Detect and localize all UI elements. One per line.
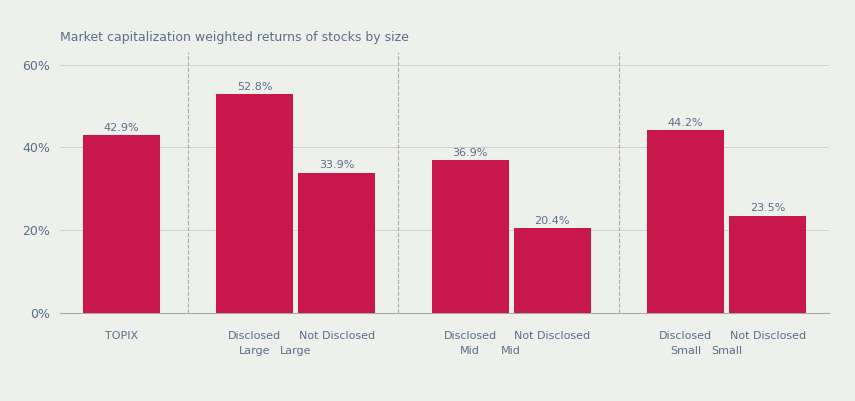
Bar: [216, 94, 293, 313]
Text: Not Disclosed: Not Disclosed: [514, 331, 591, 341]
Text: 52.8%: 52.8%: [237, 82, 273, 92]
Text: Not Disclosed: Not Disclosed: [729, 331, 806, 341]
Text: Large: Large: [239, 346, 270, 356]
Text: 23.5%: 23.5%: [750, 203, 786, 213]
Text: Mid: Mid: [501, 346, 522, 356]
Text: Large: Large: [280, 346, 311, 356]
Text: Disclosed: Disclosed: [444, 331, 497, 341]
Text: Small: Small: [670, 346, 701, 356]
Bar: [729, 216, 806, 313]
Bar: [83, 135, 160, 313]
Bar: [432, 160, 509, 313]
Text: 33.9%: 33.9%: [319, 160, 355, 170]
Bar: [298, 172, 375, 313]
Text: 36.9%: 36.9%: [452, 148, 488, 158]
Text: TOPIX: TOPIX: [105, 331, 138, 341]
Text: Disclosed: Disclosed: [228, 331, 281, 341]
Text: Mid: Mid: [460, 346, 481, 356]
Text: Not Disclosed: Not Disclosed: [298, 331, 375, 341]
Text: 42.9%: 42.9%: [103, 123, 139, 133]
Text: 20.4%: 20.4%: [534, 216, 570, 226]
Bar: [514, 229, 591, 313]
Bar: [647, 130, 724, 313]
Text: Market capitalization weighted returns of stocks by size: Market capitalization weighted returns o…: [60, 31, 409, 44]
Text: Small: Small: [711, 346, 742, 356]
Text: 44.2%: 44.2%: [668, 118, 704, 128]
Text: Disclosed: Disclosed: [659, 331, 712, 341]
